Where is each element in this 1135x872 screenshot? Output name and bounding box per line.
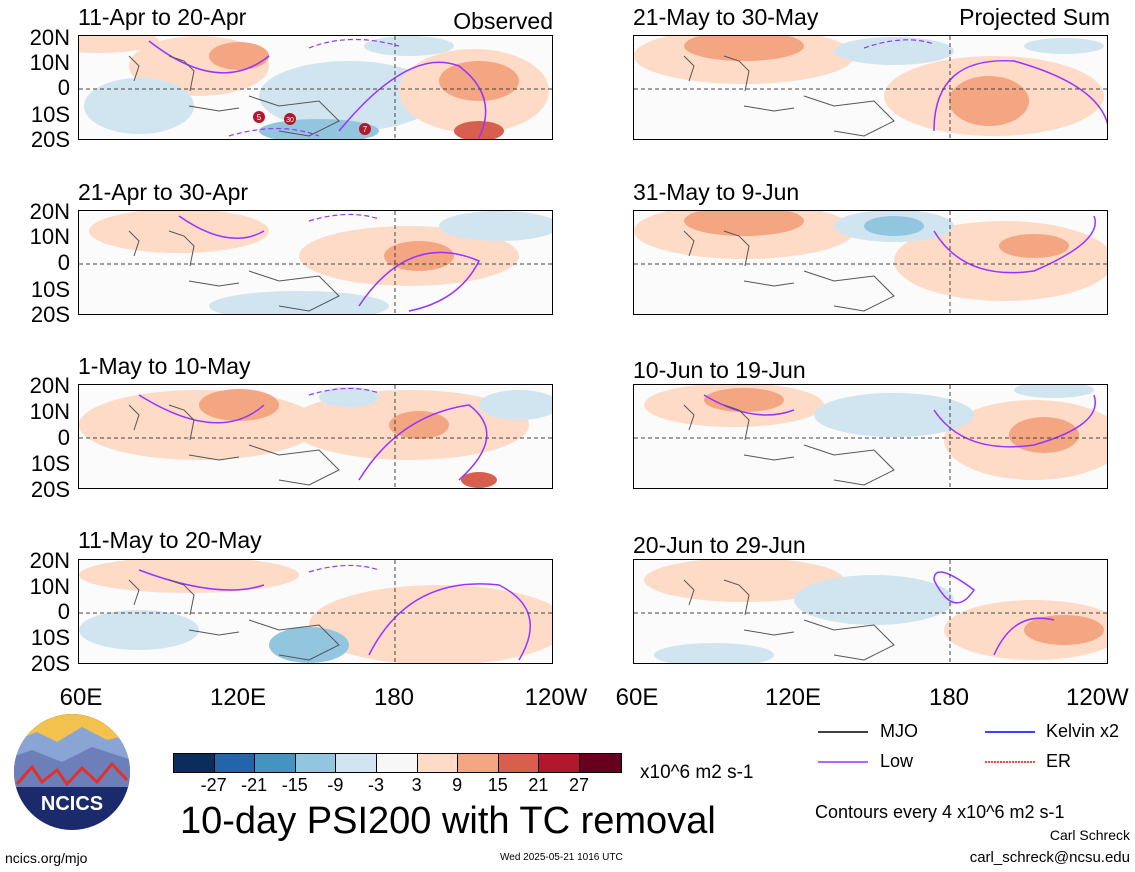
colorbar-tick-label: -21	[241, 775, 268, 795]
colorbar-swatch	[336, 754, 377, 772]
colorbar-swatch	[539, 754, 580, 772]
panel-title-8: 20-Jun to 29-Jun	[633, 532, 806, 558]
lat-label: 10N	[29, 574, 70, 599]
colorbar-tick-label: 3	[411, 775, 422, 795]
ncics-logo: NCICS	[12, 712, 132, 832]
map-panel-7	[633, 384, 1108, 489]
panel-title-6: 31-May to 9-Jun	[633, 179, 800, 205]
colorbar-units: x10^6 m2 s-1	[640, 762, 754, 783]
logo-text: NCICS	[41, 793, 103, 815]
lat-label: 10S	[30, 451, 70, 476]
legend-low-label: Low	[880, 751, 914, 771]
colorbar-swatch	[498, 754, 540, 772]
legend-mjo-label: MJO	[880, 721, 918, 741]
contours-note: Contours every 4 x10^6 m2 s-1	[815, 802, 1065, 822]
lat-label: 10N	[29, 50, 70, 75]
lat-label: 20N	[29, 373, 70, 398]
tc-marker-label: 5	[257, 113, 262, 122]
lon-label: 120E	[209, 684, 267, 711]
lat-label: 0	[57, 75, 70, 100]
colorbar-swatch	[174, 754, 215, 772]
tc-marker-label: 30	[286, 117, 294, 124]
map-panel-3	[78, 384, 553, 489]
lon-label: 180	[928, 684, 970, 711]
colorbar-tick-label: 27	[568, 775, 590, 795]
lat-label: 0	[57, 425, 70, 450]
colorbar-swatch	[458, 754, 499, 772]
legend-er-label: ER	[1046, 751, 1072, 771]
map-panel-8	[633, 559, 1108, 664]
page-title: 10-day PSI200 with TC removal	[180, 800, 716, 842]
colorbar-swatch	[255, 754, 296, 772]
lat-label: 20S	[30, 477, 70, 502]
tc-marker-label: 7	[363, 125, 368, 134]
lat-label: 10N	[29, 399, 70, 424]
lat-label: 10S	[30, 277, 70, 302]
lat-label: 0	[57, 599, 70, 624]
timestamp: Wed 2025-05-21 1016 UTC	[500, 852, 623, 863]
projected-label: Projected Sum	[959, 4, 1110, 30]
lon-label: 180	[373, 684, 415, 711]
lat-label: 20S	[30, 127, 70, 152]
lat-label: 10S	[30, 625, 70, 650]
author-name: Carl Schreck	[1049, 827, 1130, 843]
legend-kelvin-label: Kelvin x2	[1046, 721, 1120, 741]
map-panel-5	[633, 35, 1108, 140]
tc-marker: 5	[253, 111, 265, 123]
map-panel-1: 5 30 7	[78, 35, 553, 140]
colorbar-tick-label: -9	[327, 775, 344, 795]
tc-marker: 30	[284, 113, 296, 125]
colorbar-swatch	[295, 754, 337, 772]
lon-label: 60E	[59, 684, 103, 711]
panel-title-2: 21-Apr to 30-Apr	[78, 179, 249, 205]
panel-title-3: 1-May to 10-May	[78, 353, 251, 379]
colorbar	[173, 753, 622, 773]
colorbar-tick-label: -3	[367, 775, 384, 795]
lat-label: 10N	[29, 224, 70, 249]
colorbar-swatch	[376, 754, 418, 772]
lon-label: 120W	[524, 684, 588, 711]
colorbar-tick-label: 9	[452, 775, 463, 795]
colorbar-tick-label: -27	[200, 775, 227, 795]
colorbar-swatch	[214, 754, 256, 772]
panel-title-7: 10-Jun to 19-Jun	[633, 357, 806, 383]
lat-label: 20N	[29, 548, 70, 573]
colorbar-swatch	[417, 754, 459, 772]
tc-marker: 7	[359, 123, 371, 135]
panel-title-5: 21-May to 30-May	[633, 4, 819, 30]
lat-label: 20S	[30, 651, 70, 676]
lon-label: 120E	[764, 684, 822, 711]
panel-title-4: 11-May to 20-May	[78, 527, 262, 553]
colorbar-swatch	[579, 754, 621, 772]
lat-label: 10S	[30, 102, 70, 127]
colorbar-tick-label: -15	[281, 775, 308, 795]
lon-label: 60E	[615, 684, 659, 711]
map-panel-4	[78, 559, 553, 664]
website-link[interactable]: ncics.org/mjo	[5, 850, 88, 866]
lat-label: 20S	[30, 302, 70, 327]
map-panel-2	[78, 210, 553, 315]
lon-label: 120W	[1066, 684, 1129, 711]
map-panel-6	[633, 210, 1108, 315]
lat-label: 20N	[29, 25, 70, 50]
author-email: carl_schreck@ncsu.edu	[969, 849, 1130, 866]
colorbar-tick-label: 15	[487, 775, 508, 795]
colorbar-tick-label: 21	[528, 775, 549, 795]
lat-label: 20N	[29, 199, 70, 224]
observed-label: Observed	[453, 8, 553, 34]
panel-title-1: 11-Apr to 20-Apr	[78, 4, 247, 30]
lat-label: 0	[57, 250, 70, 275]
